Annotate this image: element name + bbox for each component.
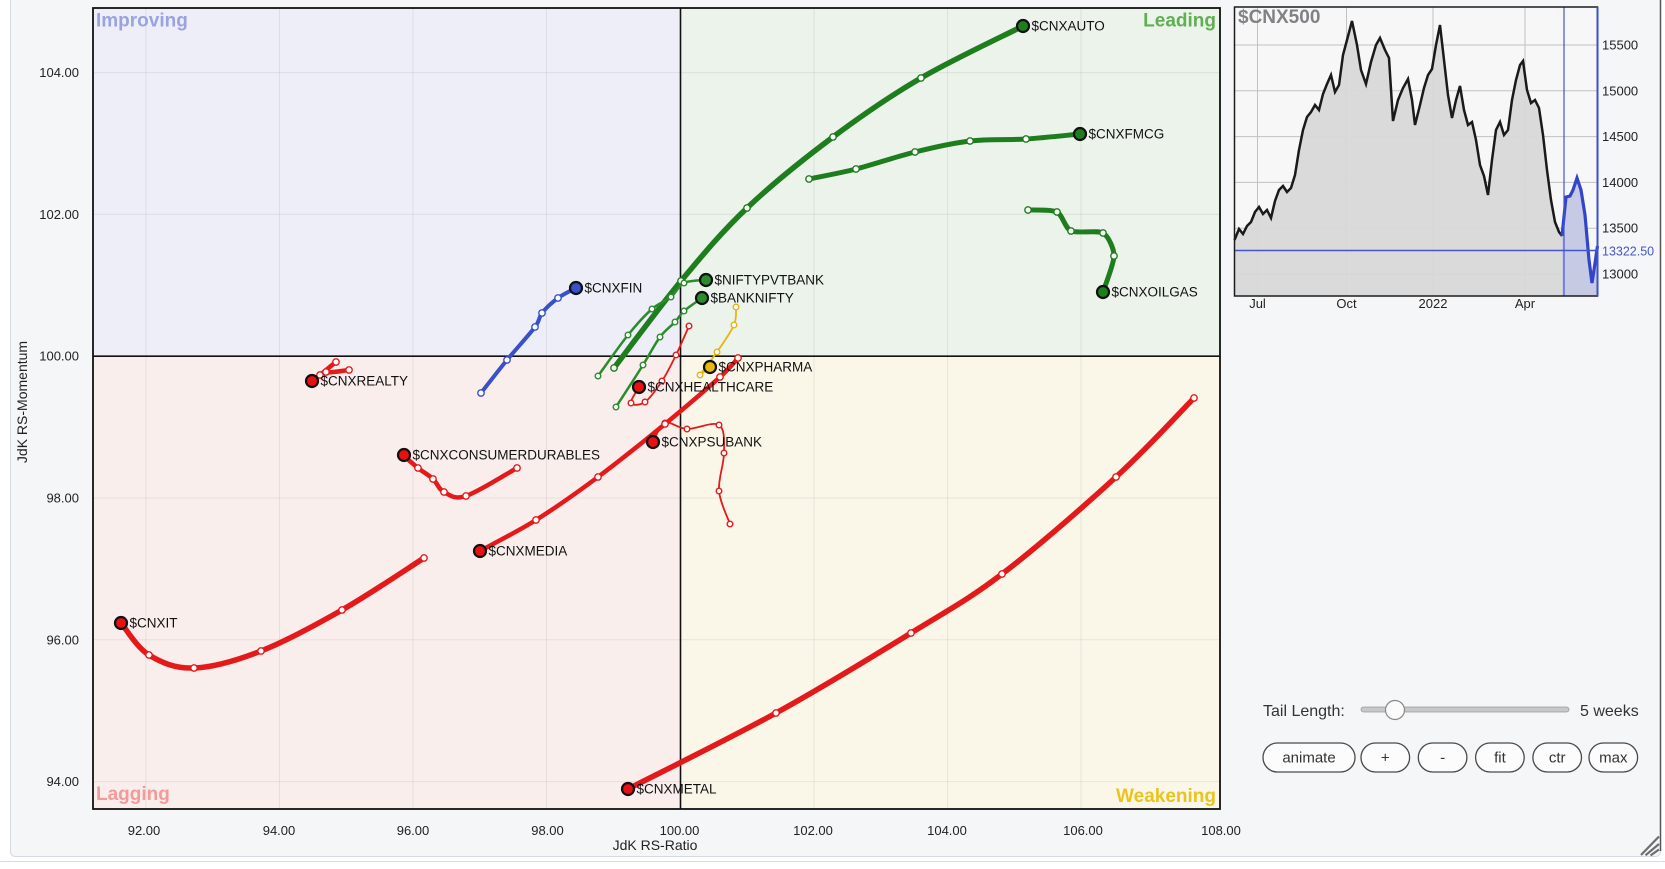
svg-text:104.00: 104.00 xyxy=(39,65,79,80)
svg-text:2022: 2022 xyxy=(1419,296,1448,311)
svg-text:ctr: ctr xyxy=(1549,750,1566,767)
svg-text:Improving: Improving xyxy=(96,11,188,32)
svg-text:14000: 14000 xyxy=(1602,175,1638,190)
svg-text:5 weeks: 5 weeks xyxy=(1580,703,1639,720)
svg-text:JdK RS-Ratio: JdK RS-Ratio xyxy=(613,837,698,853)
svg-text:$CNXIT: $CNXIT xyxy=(130,616,178,631)
svg-text:-: - xyxy=(1440,750,1445,767)
svg-text:96.00: 96.00 xyxy=(397,823,430,838)
svg-text:$CNXHEALTHCARE: $CNXHEALTHCARE xyxy=(648,380,774,395)
svg-text:14500: 14500 xyxy=(1602,129,1638,144)
svg-text:94.00: 94.00 xyxy=(263,823,296,838)
svg-text:$CNXREALTY: $CNXREALTY xyxy=(321,374,409,389)
svg-text:92.00: 92.00 xyxy=(128,823,161,838)
svg-text:+: + xyxy=(1381,750,1390,767)
svg-text:94.00: 94.00 xyxy=(46,774,79,789)
svg-text:100.00: 100.00 xyxy=(660,823,700,838)
svg-text:98.00: 98.00 xyxy=(531,823,564,838)
svg-text:$CNXFIN: $CNXFIN xyxy=(585,281,643,296)
svg-text:Tail Length:: Tail Length: xyxy=(1263,703,1345,720)
svg-text:max: max xyxy=(1599,750,1628,767)
svg-text:$CNXMEDIA: $CNXMEDIA xyxy=(489,544,568,559)
svg-text:106.00: 106.00 xyxy=(1063,823,1103,838)
svg-text:Lagging: Lagging xyxy=(96,784,170,805)
svg-text:animate: animate xyxy=(1282,750,1335,767)
svg-text:13000: 13000 xyxy=(1602,267,1638,282)
svg-text:13500: 13500 xyxy=(1602,221,1638,236)
svg-text:$BANKNIFTY: $BANKNIFTY xyxy=(711,291,794,306)
svg-text:Leading: Leading xyxy=(1143,11,1216,32)
svg-text:104.00: 104.00 xyxy=(927,823,967,838)
svg-text:Oct: Oct xyxy=(1336,296,1357,311)
svg-text:$CNXPSUBANK: $CNXPSUBANK xyxy=(662,435,763,450)
svg-text:$CNXPHARMA: $CNXPHARMA xyxy=(719,360,813,375)
svg-text:JdK RS-Momentum: JdK RS-Momentum xyxy=(14,341,30,463)
svg-text:$CNX500: $CNX500 xyxy=(1238,7,1320,28)
svg-text:13322.50: 13322.50 xyxy=(1602,245,1654,259)
svg-text:Apr: Apr xyxy=(1515,296,1536,311)
svg-text:$NIFTYPVTBANK: $NIFTYPVTBANK xyxy=(715,273,825,288)
svg-text:$CNXAUTO: $CNXAUTO xyxy=(1032,19,1105,34)
svg-text:102.00: 102.00 xyxy=(39,207,79,222)
svg-text:15500: 15500 xyxy=(1602,38,1638,53)
svg-text:100.00: 100.00 xyxy=(39,349,79,364)
svg-text:15000: 15000 xyxy=(1602,83,1638,98)
svg-text:108.00: 108.00 xyxy=(1201,823,1241,838)
svg-text:$CNXCONSUMERDURABLES: $CNXCONSUMERDURABLES xyxy=(413,448,601,463)
svg-text:96.00: 96.00 xyxy=(46,632,79,647)
svg-text:$CNXMETAL: $CNXMETAL xyxy=(637,782,718,797)
svg-text:98.00: 98.00 xyxy=(46,491,79,506)
svg-text:fit: fit xyxy=(1494,750,1507,767)
svg-text:102.00: 102.00 xyxy=(793,823,833,838)
svg-text:Weakening: Weakening xyxy=(1116,786,1216,807)
svg-text:Jul: Jul xyxy=(1249,296,1266,311)
svg-text:$CNXOILGAS: $CNXOILGAS xyxy=(1112,285,1198,300)
svg-text:$CNXFMCG: $CNXFMCG xyxy=(1089,127,1165,142)
